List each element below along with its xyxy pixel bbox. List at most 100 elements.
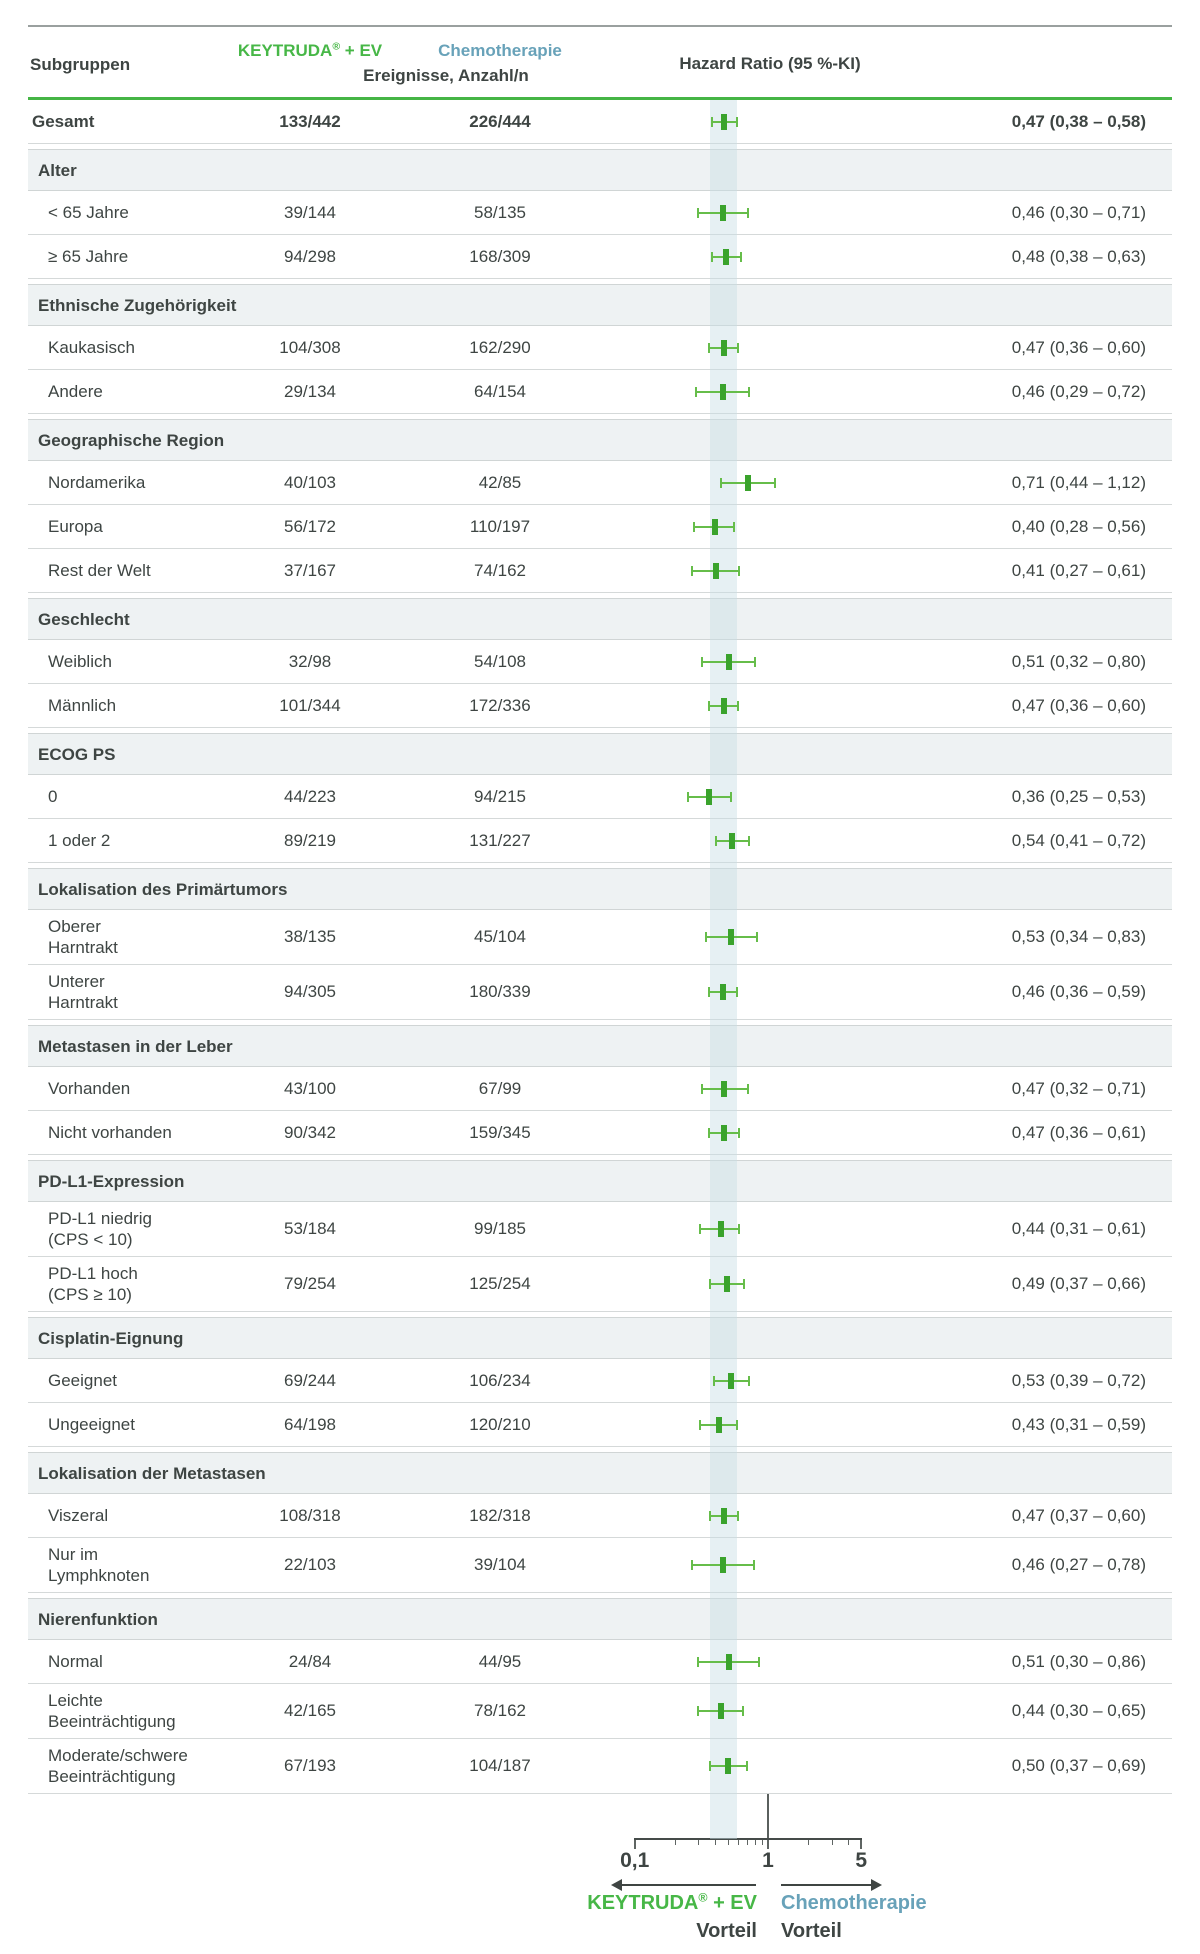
hazard-ratio-text: 0,49 (0,37 – 0,66) <box>1011 1274 1146 1293</box>
forest-plot-cell <box>568 1684 1000 1738</box>
x-axis-tick-label: 5 <box>855 1849 868 1872</box>
x-axis-minor-tick <box>747 1840 749 1845</box>
x-axis-minor-tick <box>698 1840 700 1845</box>
hr-reference-line <box>767 1639 769 1684</box>
chemo-events-value: 74/162 <box>474 560 526 580</box>
forest-plot-cell <box>568 461 1000 504</box>
keytruda-events-value: 79/254 <box>284 1274 336 1293</box>
hr-point-estimate-marker <box>721 113 728 130</box>
ci-upper-cap <box>737 1510 740 1521</box>
hr-reference-line <box>767 1683 769 1739</box>
hr-reference-line <box>767 909 769 965</box>
table-row: Viszeral 108/318 182/318 0,47 (0,37 – 0,60) <box>28 1494 1172 1538</box>
table-row: PD-L1 niedrig (CPS < 10) 53/184 99/185 0,44 … <box>28 1202 1172 1257</box>
ci-upper-cap <box>735 116 738 127</box>
ci-upper-cap <box>747 1083 750 1094</box>
ci-upper-cap <box>745 1761 748 1771</box>
right-arrow-line <box>781 1884 871 1886</box>
legend-keytruda-benefit: Vorteil <box>696 1920 757 1942</box>
ci-lower-cap <box>707 987 710 997</box>
chemo-events-value: 162/290 <box>469 337 531 357</box>
table-row: Weiblich 32/98 54/108 0,51 (0,32 – 0,80) <box>28 640 1172 684</box>
section-header: ECOG PS <box>28 733 1172 775</box>
hr-reference-line <box>767 683 769 728</box>
keytruda-events-value: 108/318 <box>279 1505 341 1525</box>
table-row: Nicht vorhanden 90/342 159/345 0,47 (0,36 –… <box>28 1111 1172 1155</box>
registered-trademark-symbol: ® <box>698 1890 708 1905</box>
ci-upper-cap <box>752 1560 755 1570</box>
keytruda-events-value: 37/167 <box>284 560 336 580</box>
legend-chemotherapy-benefit: Vorteil <box>781 1920 842 1942</box>
hazard-ratio-text: 0,47 (0,36 – 0,61) <box>1011 1122 1146 1142</box>
keytruda-events-value: 104/308 <box>279 337 341 357</box>
hazard-ratio-text: 0,46 (0,30 – 0,71) <box>1011 202 1146 222</box>
ci-lower-cap <box>704 932 707 942</box>
section-header: Alter <box>28 149 1172 191</box>
x-axis-line <box>634 1838 862 1840</box>
ci-lower-cap <box>709 1279 712 1289</box>
hazard-ratio-text: 0,53 (0,34 – 0,83) <box>1011 927 1146 946</box>
ci-upper-cap <box>748 835 750 846</box>
row-label: Vorhanden <box>48 1079 131 1098</box>
hr-point-estimate-marker <box>724 1758 731 1774</box>
ci-lower-cap <box>697 1706 700 1716</box>
ci-lower-cap <box>719 477 722 488</box>
table-row: < 65 Jahre 39/144 58/135 0,46 (0,30 – 0,71) <box>28 191 1172 235</box>
ci-lower-cap <box>697 207 700 218</box>
hazard-ratio-text: 0,47 (0,32 – 0,71) <box>1011 1078 1146 1098</box>
x-axis-minor-tick <box>738 1840 740 1845</box>
hr-reference-line <box>767 774 769 819</box>
hr-point-estimate-marker <box>726 653 732 670</box>
table-row: Nur im Lymphknoten 22/103 39/104 0,46 (0,27 … <box>28 1538 1172 1593</box>
hr-reference-line <box>767 1493 769 1538</box>
ci-upper-cap <box>758 1656 761 1667</box>
hazard-ratio-text: 0,47 (0,36 – 0,60) <box>1011 337 1146 357</box>
section-header: Geschlecht <box>28 598 1172 640</box>
forest-plot-cell <box>568 326 1000 369</box>
table-row: Oberer Harntrakt 38/135 45/104 0,53 (0,34 – … <box>28 910 1172 965</box>
row-label: Rest der Welt <box>48 561 151 580</box>
hr-point-estimate-marker <box>721 1124 728 1141</box>
forest-plot-cell <box>568 370 1000 413</box>
hazard-ratio-text: 0,48 (0,38 – 0,63) <box>1011 246 1146 266</box>
keytruda-events-value: 29/134 <box>284 381 336 401</box>
x-axis-minor-tick <box>674 1840 676 1845</box>
hr-reference-line <box>767 1537 769 1593</box>
forest-plot-cell <box>568 1257 1000 1311</box>
table-row: ≥ 65 Jahre 94/298 168/309 0,48 (0,38 – 0,63… <box>28 235 1172 279</box>
section-header: Ethnische Zugehörigkeit <box>28 284 1172 326</box>
row-label: Nur im Lymphknoten <box>48 1545 150 1585</box>
section-header: Geographische Region <box>28 419 1172 461</box>
table-row: Kaukasisch 104/308 162/290 0,47 (0,36 – 0,6… <box>28 326 1172 370</box>
ci-lower-cap <box>691 1560 694 1570</box>
keytruda-events-value: 24/84 <box>288 1651 332 1671</box>
x-axis-tick-label: 1 <box>762 1849 774 1872</box>
ci-lower-cap <box>715 835 718 846</box>
keytruda-brand-name: KEYTRUDA <box>237 41 333 60</box>
ci-lower-cap <box>712 1375 715 1386</box>
hazard-ratio-text: 0,71 (0,44 – 1,12) <box>1011 472 1146 492</box>
hr-reference-line <box>767 1738 769 1794</box>
ci-upper-cap <box>730 791 733 802</box>
table-row: Europa 56/172 110/197 0,40 (0,28 – 0,56) <box>28 505 1172 549</box>
hr-point-estimate-marker <box>717 1703 724 1719</box>
x-axis-minor-tick <box>714 1840 716 1845</box>
table-row: Ungeeignet 64/198 120/210 0,43 (0,31 – 0,59… <box>28 1403 1172 1447</box>
ci-lower-cap <box>711 116 713 127</box>
chemo-events-value: 67/99 <box>478 1078 522 1098</box>
hazard-ratio-text: 0,36 (0,25 – 0,53) <box>1011 786 1146 806</box>
hr-reference-line <box>767 504 769 549</box>
forest-plot-cell <box>568 910 1000 964</box>
table-row: Vorhanden 43/100 67/99 0,47 (0,32 – 0,71) <box>28 1067 1172 1111</box>
hr-point-estimate-marker <box>720 984 726 1000</box>
ci-upper-cap <box>736 1419 739 1430</box>
column-header-chemotherapy: Chemotherapie <box>438 41 562 60</box>
keytruda-events-value: 43/100 <box>284 1078 336 1098</box>
keytruda-events-value: 94/298 <box>284 246 336 266</box>
keytruda-events-value: 56/172 <box>284 516 336 536</box>
chemo-events-value: 45/104 <box>474 927 526 946</box>
ci-upper-cap <box>736 987 739 997</box>
chemo-events-value: 64/154 <box>474 381 526 401</box>
x-axis-major-tick <box>767 1840 769 1849</box>
keytruda-events-value: 94/305 <box>284 982 336 1001</box>
